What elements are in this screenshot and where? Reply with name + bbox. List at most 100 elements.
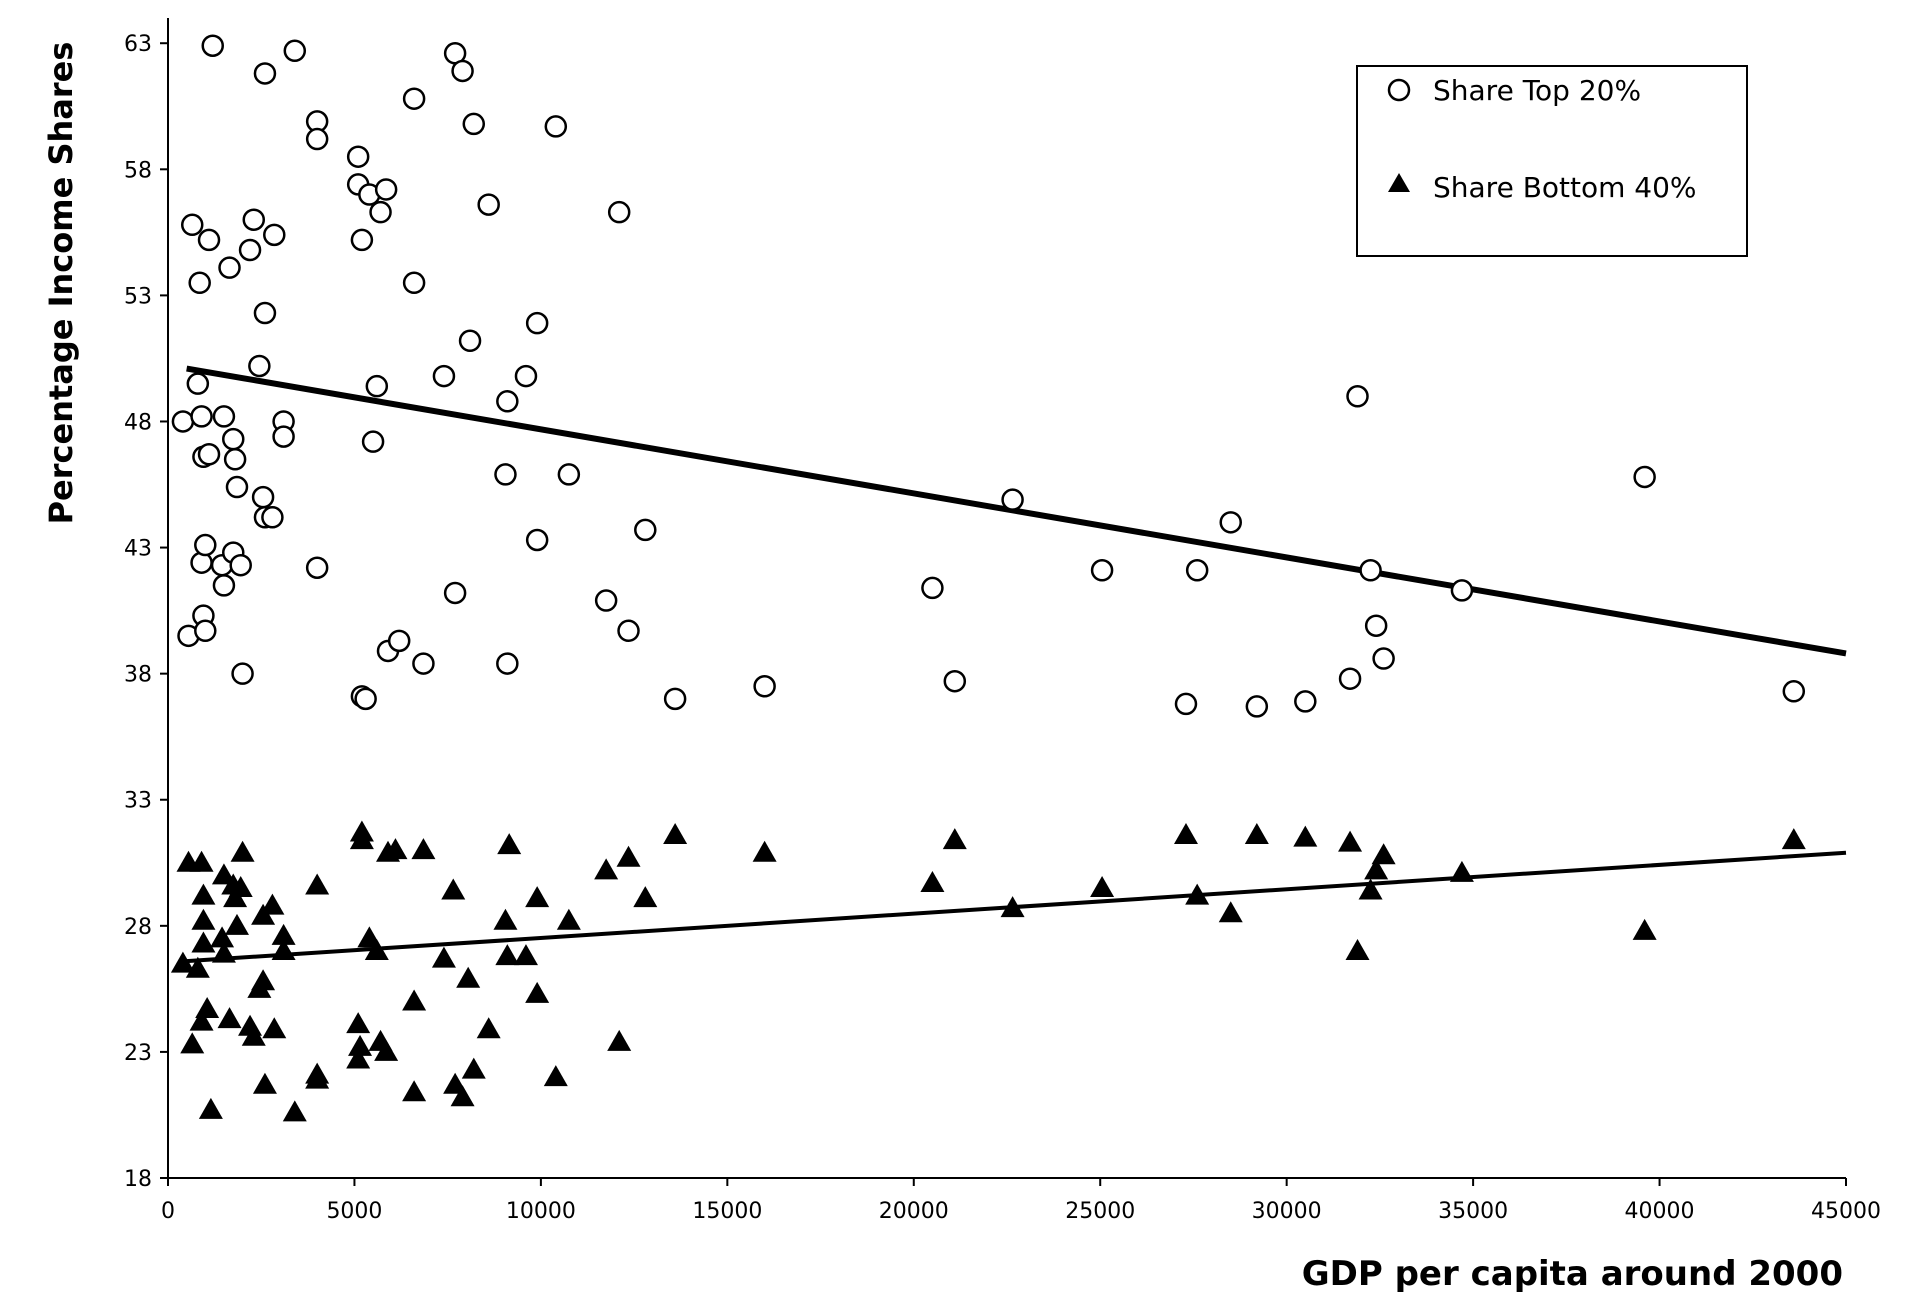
y-axis-title: Percentage Income Shares — [42, 42, 80, 525]
point-top20 — [212, 574, 236, 597]
point-top20 — [634, 518, 657, 542]
point-bottom40 — [191, 908, 216, 930]
point-bottom40 — [349, 828, 374, 850]
point-top20 — [225, 475, 249, 499]
legend-label-top20: Share Top 20% — [1433, 74, 1641, 107]
point-bottom40 — [1185, 883, 1210, 905]
x-tick-label: 0 — [161, 1199, 175, 1224]
point-top20 — [201, 34, 224, 57]
trend-lines — [186, 365, 1847, 964]
point-top20 — [188, 271, 211, 295]
x-tick-label: 45000 — [1811, 1199, 1881, 1224]
point-bottom40 — [252, 1072, 277, 1094]
point-top20 — [374, 178, 398, 201]
point-bottom40 — [1345, 939, 1370, 961]
point-bottom40 — [1000, 896, 1025, 918]
point-top20 — [197, 228, 221, 252]
y-tick-label: 33 — [124, 789, 152, 814]
point-bottom40 — [230, 840, 255, 862]
point-top20 — [943, 669, 967, 693]
point-top20 — [197, 443, 221, 466]
point-top20 — [190, 405, 213, 428]
legend-circle-icon — [1387, 78, 1411, 102]
point-top20 — [365, 374, 389, 398]
point-top20 — [594, 589, 618, 612]
point-bottom40 — [411, 838, 436, 860]
point-top20 — [477, 193, 500, 216]
point-bottom40 — [189, 1009, 214, 1031]
axes — [167, 18, 1846, 1179]
point-bottom40 — [211, 863, 236, 885]
x-tick-label: 35000 — [1438, 1199, 1508, 1224]
point-bottom40 — [497, 833, 522, 855]
x-tick-label: 25000 — [1065, 1199, 1135, 1224]
point-bottom40 — [224, 913, 249, 935]
point-bottom40 — [1358, 878, 1383, 900]
point-bottom40 — [525, 981, 550, 1003]
x-tick-label: 40000 — [1625, 1199, 1695, 1224]
point-top20 — [346, 145, 370, 168]
point-top20 — [1245, 695, 1269, 718]
point-top20 — [186, 372, 210, 395]
point-bottom40 — [402, 1080, 427, 1102]
x-tick-label: 15000 — [692, 1199, 762, 1224]
point-top20 — [350, 228, 374, 252]
point-bottom40 — [1090, 876, 1115, 897]
point-bottom40 — [191, 931, 216, 953]
point-top20 — [194, 533, 217, 557]
point-bottom40 — [383, 838, 408, 860]
point-bottom40 — [1293, 825, 1318, 847]
point-bottom40 — [217, 1007, 242, 1029]
point-top20 — [402, 271, 426, 295]
point-bottom40 — [271, 923, 296, 945]
point-bottom40 — [228, 876, 253, 897]
point-top20 — [223, 448, 247, 471]
point-bottom40 — [189, 850, 214, 872]
point-top20 — [663, 687, 687, 711]
point-top20 — [1090, 559, 1114, 582]
point-bottom40 — [1338, 830, 1363, 852]
point-top20 — [1346, 385, 1369, 408]
y-tick-label: 18 — [124, 1167, 152, 1192]
point-bottom40 — [752, 840, 777, 862]
point-top20 — [496, 652, 519, 675]
y-tick-label: 48 — [124, 410, 152, 435]
point-bottom40 — [282, 1100, 307, 1122]
point-top20 — [248, 354, 271, 378]
point-top20 — [1219, 511, 1242, 534]
point-top20 — [361, 430, 385, 453]
markers — [170, 34, 1806, 1122]
point-bottom40 — [1364, 858, 1389, 880]
point-bottom40 — [663, 823, 688, 845]
point-bottom40 — [260, 893, 285, 915]
point-bottom40 — [431, 946, 456, 968]
point-bottom40 — [456, 966, 481, 988]
x-ticks: 0 5000 10000 15000 20000 25000 30000 35000 40000… — [161, 1178, 1881, 1224]
point-bottom40 — [441, 878, 466, 900]
point-bottom40 — [185, 956, 210, 978]
point-bottom40 — [198, 1097, 223, 1119]
point-top20 — [369, 200, 392, 224]
point-bottom40 — [543, 1065, 568, 1087]
point-top20 — [222, 427, 245, 451]
point-top20 — [251, 485, 275, 509]
legend: Share Top 20% Share Bottom 40% — [1356, 65, 1748, 257]
x-tick-label: 10000 — [506, 1199, 576, 1224]
point-bottom40 — [633, 886, 658, 908]
point-top20 — [194, 619, 217, 643]
point-top20 — [1001, 488, 1024, 511]
point-top20 — [354, 687, 377, 711]
y-tick-label: 63 — [124, 32, 152, 57]
point-top20 — [1185, 559, 1209, 582]
point-top20 — [494, 463, 517, 486]
point-bottom40 — [170, 951, 195, 973]
legend-box — [1356, 65, 1748, 257]
point-top20 — [1174, 692, 1198, 716]
point-bottom40 — [450, 1085, 475, 1107]
point-bottom40 — [495, 944, 520, 966]
point-top20 — [261, 506, 284, 529]
point-bottom40 — [402, 989, 427, 1011]
point-bottom40 — [513, 944, 538, 966]
y-tick-label: 43 — [124, 537, 152, 562]
